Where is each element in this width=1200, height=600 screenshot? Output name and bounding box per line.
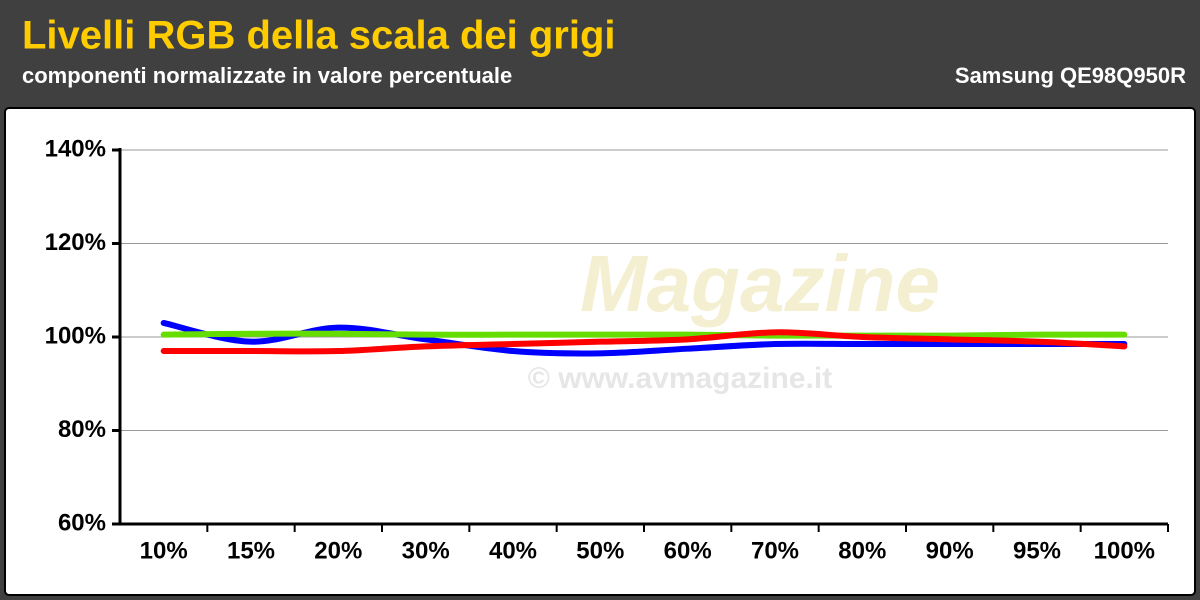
x-tick-label: 100% [1094,537,1155,564]
y-tick-label: 60% [58,509,106,536]
x-tick-label: 95% [1013,537,1061,564]
x-tick-label: 30% [402,537,450,564]
x-tick-label: 50% [576,537,624,564]
x-tick-label: 60% [664,537,712,564]
y-tick-label: 140% [45,135,106,162]
series-line [160,329,1128,355]
x-tick-label: 90% [926,537,974,564]
x-tick-label: 70% [751,537,799,564]
y-tick-label: 80% [58,416,106,443]
device-name: Samsung QE98Q950R [955,63,1186,88]
x-tick-label: 20% [314,537,362,564]
x-tick-label: 10% [140,537,188,564]
watermark: Magazine [580,239,940,328]
series-line [160,319,1128,357]
x-tick-label: 80% [838,537,886,564]
series-line [160,330,1128,339]
chart-subtitle: componenti normalizzate in valore percen… [22,63,512,88]
x-tick-label: 40% [489,537,537,564]
y-tick-label: 120% [45,229,106,256]
watermark-url: © www.avmagazine.it [528,362,832,395]
chart-title: Livelli RGB della scala dei grigi [22,14,616,58]
x-tick-label: 15% [227,537,275,564]
y-tick-label: 100% [45,322,106,349]
